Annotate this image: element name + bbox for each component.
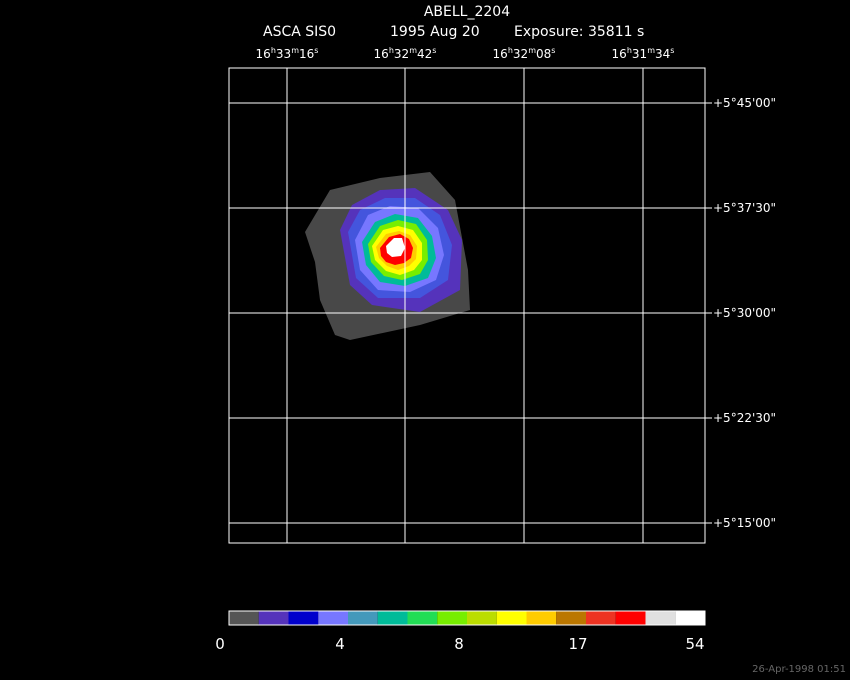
ra-unit: m — [291, 46, 299, 55]
ra-label: 16h32m08s — [493, 46, 556, 61]
colorbar-label: 0 — [215, 635, 225, 653]
dec-label: +5°30'00" — [713, 306, 776, 320]
ra-number: 08 — [536, 47, 551, 61]
colorbar-swatch — [496, 611, 527, 625]
colorbar-swatch — [318, 611, 348, 625]
ra-unit: h — [389, 46, 394, 55]
ra-label: 16h32m42s — [374, 46, 437, 61]
ra-number: 16 — [374, 47, 389, 61]
ra-unit: m — [647, 46, 655, 55]
colorbar-swatch — [229, 611, 259, 625]
colorbar-swatch — [675, 611, 705, 625]
ra-number: 32 — [513, 47, 528, 61]
colorbar-swatch — [407, 611, 438, 625]
colorbar-swatch — [288, 611, 319, 625]
dec-label: +5°22'30" — [713, 411, 776, 425]
colorbar-swatch — [348, 611, 378, 625]
colorbar-swatch — [467, 611, 497, 625]
instrument: ASCA SIS0 — [263, 24, 336, 40]
colorbar-swatch — [377, 611, 408, 625]
ra-unit: s — [314, 46, 318, 55]
colorbar-swatch — [586, 611, 616, 625]
colorbar-label: 4 — [335, 635, 345, 653]
ra-label: 16h33m16s — [256, 46, 319, 61]
title: ABELL_2204 — [424, 4, 510, 20]
colorbar-swatch — [645, 611, 676, 625]
colorbar-label: 17 — [568, 635, 587, 653]
ra-unit: s — [551, 46, 555, 55]
dec-label: +5°15'00" — [713, 516, 776, 530]
dec-label: +5°45'00" — [713, 96, 776, 110]
ra-unit: m — [409, 46, 417, 55]
ra-unit: h — [271, 46, 276, 55]
colorbar-label: 54 — [685, 635, 704, 653]
colorbar-label: 8 — [454, 635, 464, 653]
ra-number: 31 — [632, 47, 647, 61]
exposure: Exposure: 35811 s — [514, 24, 644, 40]
ra-number: 16 — [493, 47, 508, 61]
colorbar-swatch — [437, 611, 467, 625]
ra-unit: m — [528, 46, 536, 55]
ra-unit: h — [627, 46, 632, 55]
dec-label: +5°37'30" — [713, 201, 776, 215]
frame-border — [228, 67, 706, 544]
xray-image — [305, 172, 470, 340]
ra-number: 33 — [276, 47, 291, 61]
ra-unit: h — [508, 46, 513, 55]
colorbar-swatch — [526, 611, 557, 625]
plot-frame — [228, 67, 706, 544]
ra-number: 16 — [612, 47, 627, 61]
colorbar-swatch — [556, 611, 586, 625]
ra-number: 16 — [256, 47, 271, 61]
ra-unit: s — [670, 46, 674, 55]
ra-number: 16 — [299, 47, 314, 61]
colorbar-swatch — [258, 611, 289, 625]
ra-unit: s — [432, 46, 436, 55]
colorbar-border — [228, 610, 706, 626]
ra-number: 32 — [394, 47, 409, 61]
ra-number: 34 — [655, 47, 670, 61]
colorbar-swatch — [615, 611, 646, 625]
date: 1995 Aug 20 — [390, 24, 480, 40]
timestamp: 26-Apr-1998 01:51 — [752, 664, 846, 675]
ra-label: 16h31m34s — [612, 46, 675, 61]
ra-number: 42 — [417, 47, 432, 61]
